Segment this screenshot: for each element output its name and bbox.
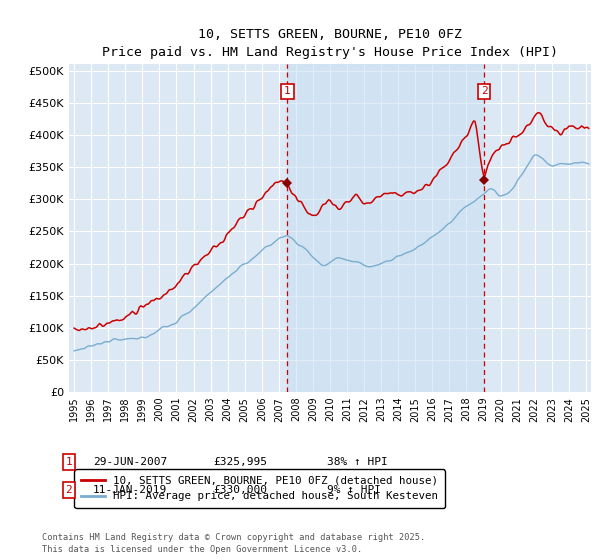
- Text: 11-JAN-2019: 11-JAN-2019: [93, 485, 167, 495]
- Bar: [287, 64, 484, 392]
- Text: 9% ↑ HPI: 9% ↑ HPI: [327, 485, 381, 495]
- Text: 1: 1: [284, 86, 291, 96]
- Text: Contains HM Land Registry data © Crown copyright and database right 2025.
This d: Contains HM Land Registry data © Crown c…: [42, 533, 425, 554]
- Legend: 10, SETTS GREEN, BOURNE, PE10 0FZ (detached house), HPI: Average price, detached: 10, SETTS GREEN, BOURNE, PE10 0FZ (detac…: [74, 469, 445, 508]
- Text: £330,000: £330,000: [213, 485, 267, 495]
- Text: £325,995: £325,995: [213, 457, 267, 467]
- Text: 2: 2: [65, 485, 73, 495]
- Title: 10, SETTS GREEN, BOURNE, PE10 0FZ
Price paid vs. HM Land Registry's House Price : 10, SETTS GREEN, BOURNE, PE10 0FZ Price …: [102, 28, 558, 59]
- Text: 29-JUN-2007: 29-JUN-2007: [93, 457, 167, 467]
- Text: 38% ↑ HPI: 38% ↑ HPI: [327, 457, 388, 467]
- Text: 2: 2: [481, 86, 488, 96]
- Text: 1: 1: [65, 457, 73, 467]
